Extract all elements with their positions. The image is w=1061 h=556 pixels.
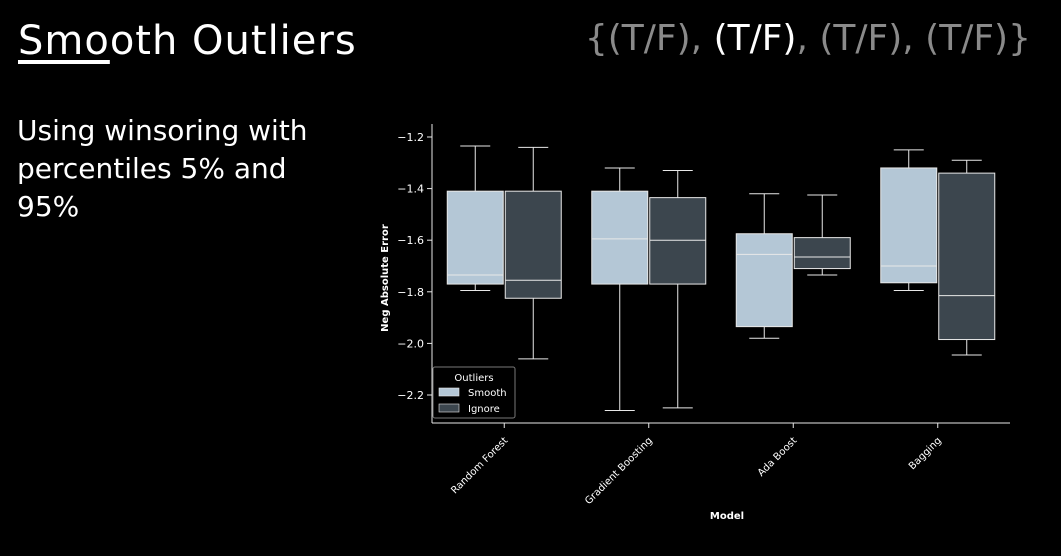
- slide-title-rest: oth Outliers: [109, 18, 357, 64]
- x-tick-label: Bagging: [907, 435, 944, 472]
- y-tick-label: −2.2: [397, 389, 424, 402]
- body-text: Using winsoring with percentiles 5% and …: [17, 114, 308, 223]
- box-smooth: [735, 233, 793, 328]
- flag-part-highlighted: (T/F): [713, 18, 797, 59]
- y-tick-label: −1.2: [397, 131, 424, 144]
- y-tick-label: −1.4: [397, 183, 424, 196]
- box-smooth: [591, 190, 649, 285]
- legend-label-ignore: Ignore: [468, 404, 500, 415]
- flag-part-1: {(T/F),: [584, 18, 714, 59]
- box-ignore: [504, 190, 562, 299]
- y-tick-label: −1.8: [397, 286, 424, 299]
- flag-tuple: {(T/F), (T/F), (T/F), (T/F)}: [585, 18, 1031, 59]
- y-axis-label: Neg Absolute Error: [380, 224, 391, 332]
- box-ignore: [938, 172, 996, 341]
- y-tick-label: −1.6: [397, 234, 424, 247]
- flag-part-3: , (T/F), (T/F)}: [796, 18, 1031, 59]
- box-ignore: [793, 237, 851, 270]
- legend-label-smooth: Smooth: [468, 388, 507, 399]
- x-tick-label: Random Forest: [449, 435, 510, 496]
- x-tick-label: Gradient Boosting: [583, 435, 655, 507]
- slide-title-underlined: Smo: [18, 18, 110, 64]
- legend-swatch-ignore: [438, 403, 460, 413]
- box-smooth: [446, 190, 504, 285]
- box-smooth: [880, 167, 938, 284]
- slide-title: Smooth Outliers: [18, 18, 357, 64]
- y-tick-label: −2.0: [397, 337, 424, 350]
- box-ignore: [649, 197, 707, 285]
- legend-swatch-smooth: [438, 387, 460, 397]
- legend-title: Outliers: [454, 373, 493, 384]
- x-axis-label: Model: [710, 511, 744, 522]
- x-tick-label: Ada Boost: [756, 435, 800, 479]
